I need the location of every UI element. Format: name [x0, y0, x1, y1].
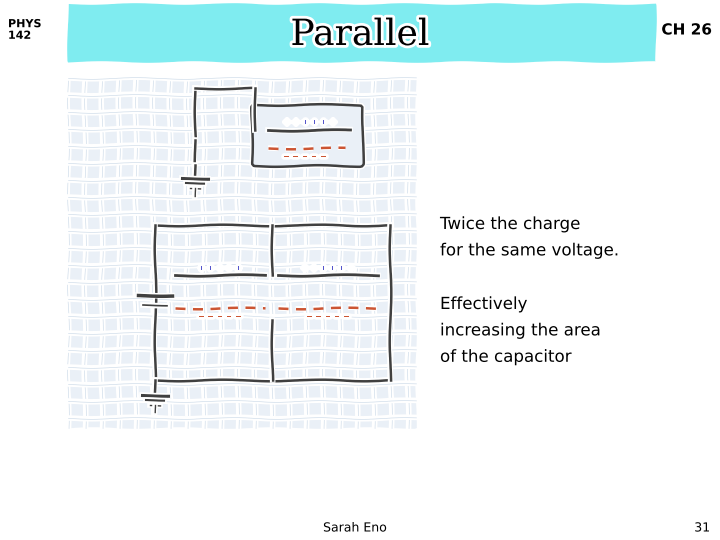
FancyBboxPatch shape: [252, 105, 363, 166]
Text: Parallel: Parallel: [290, 18, 430, 52]
Text: + + + + + +: + + + + + +: [302, 264, 354, 273]
Text: 31: 31: [694, 522, 710, 535]
Text: Sarah Eno: Sarah Eno: [323, 522, 387, 535]
Bar: [68, 78, 416, 428]
Text: + + + + +: + + + + +: [199, 264, 240, 273]
Bar: [68, 4, 656, 62]
Text: – – – – –: – – – – –: [284, 152, 326, 160]
Text: PHYS
142: PHYS 142: [8, 19, 41, 41]
Text: + + + + + +: + + + + + +: [284, 118, 336, 126]
Text: – – – – –: – – – – –: [199, 312, 240, 321]
Text: Twice the charge
for the same voltage.: Twice the charge for the same voltage.: [440, 215, 618, 259]
Text: Effectively
increasing the area
of the capacitor: Effectively increasing the area of the c…: [440, 295, 600, 366]
Text: CH 26: CH 26: [662, 23, 712, 37]
Text: – – – – –: – – – – –: [307, 312, 348, 321]
